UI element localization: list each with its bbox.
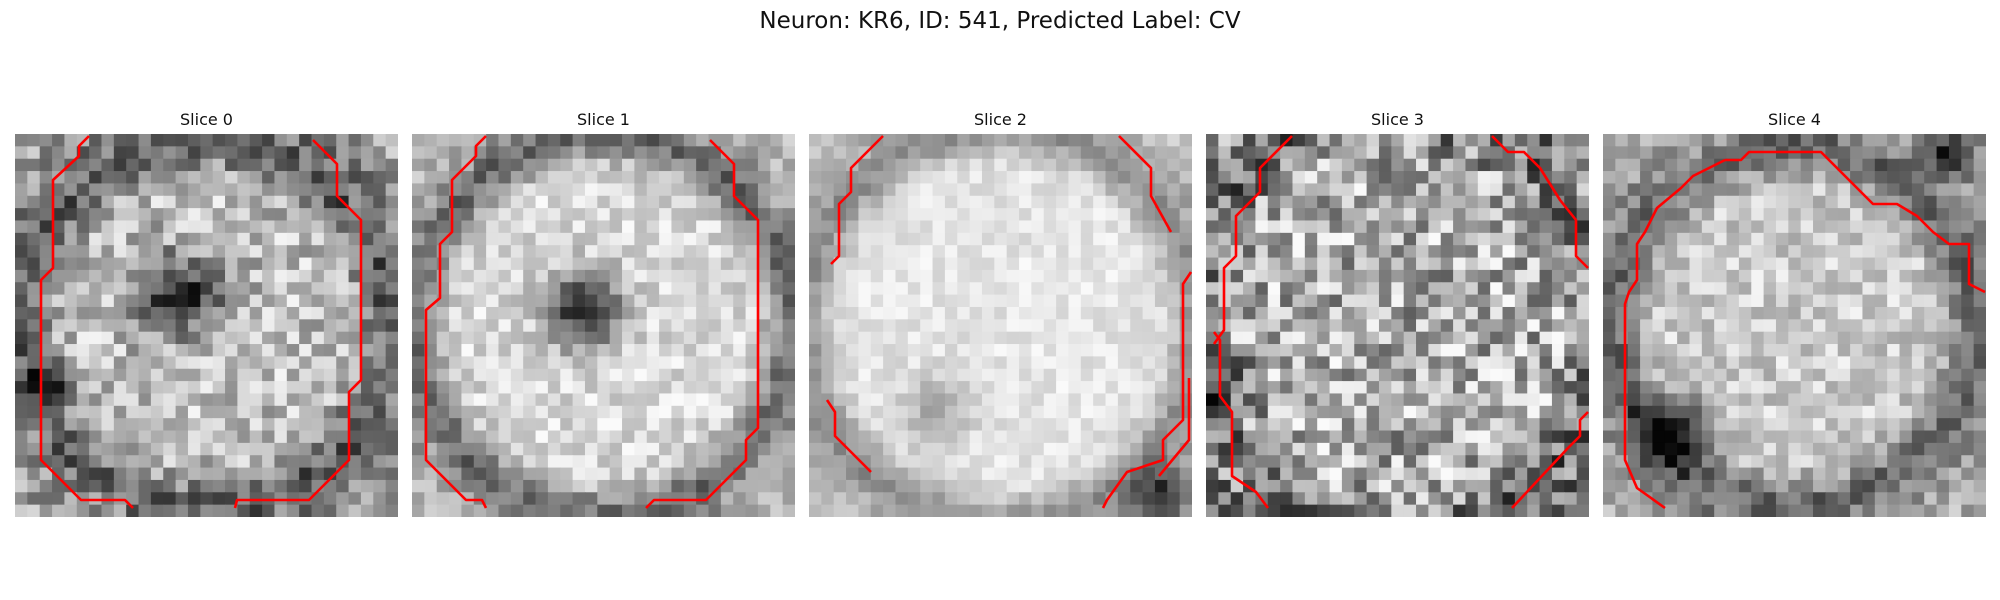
slice-title-1: Slice 1 [577,110,630,129]
slice-title-2: Slice 2 [974,110,1027,129]
slice-panel-0: Slice 0 [15,110,398,517]
contour-line [1118,135,1173,233]
slice-panel-4: Slice 4 [1603,110,1986,517]
contour-line [1511,411,1589,509]
slice-image-0 [15,134,398,517]
contour-line [825,399,872,473]
slice-panel-1: Slice 1 [412,110,795,517]
slice-image-4 [1603,134,1986,517]
contour-line [1101,271,1192,509]
slice-pixels-0 [15,134,398,517]
slice-pixels-3 [1206,134,1589,517]
slice-panel-3: Slice 3 [1206,110,1589,517]
slice-panel-2: Slice 2 [809,110,1192,517]
slice-pixels-2 [809,134,1192,517]
contour-line [39,135,134,509]
contour-line [1212,331,1270,509]
slice-image-1 [412,134,795,517]
contour-line [645,139,760,509]
slice-title-0: Slice 0 [180,110,233,129]
contour-line [1623,158,1726,510]
slice-image-3 [1206,134,1589,517]
figure-title: Neuron: KR6, ID: 541, Predicted Label: C… [759,8,1241,34]
slice-image-2 [809,134,1192,517]
slice-title-3: Slice 3 [1371,110,1424,129]
contour-line [830,135,884,265]
contour-line [1158,378,1191,477]
contour-line [1212,135,1293,345]
contour-line [1725,150,1986,294]
contour-line [424,135,488,509]
slice-pixels-4 [1603,134,1986,517]
slice-title-4: Slice 4 [1768,110,1821,129]
contour-line [233,139,363,509]
contour-line [1491,135,1589,269]
slice-pixels-1 [412,134,795,517]
